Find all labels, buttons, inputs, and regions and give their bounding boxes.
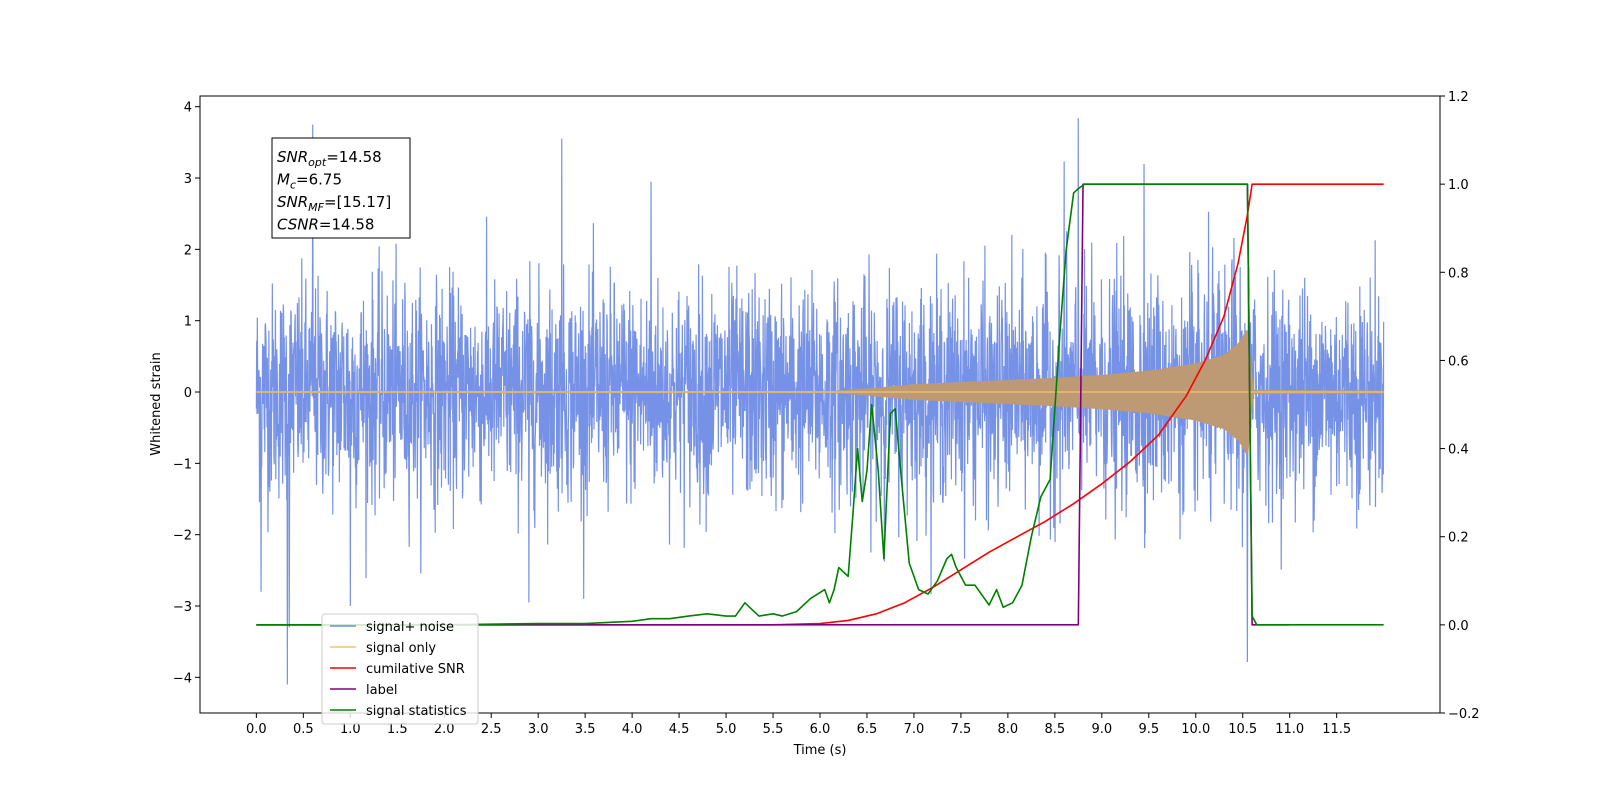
x-tick-label: 0.0 bbox=[246, 722, 267, 737]
legend-label: signal statistics bbox=[366, 704, 467, 719]
y-tick-label: −1 bbox=[173, 457, 192, 472]
y2-tick-label: 0.2 bbox=[1448, 531, 1469, 546]
y2-tick-label: 0.6 bbox=[1448, 354, 1469, 369]
x-tick-label: 5.5 bbox=[763, 722, 784, 737]
x-tick-label: 3.0 bbox=[528, 722, 549, 737]
x-tick-label: 8.5 bbox=[1045, 722, 1066, 737]
y-axis-label: Whitened strain bbox=[149, 352, 164, 455]
annotation-frame bbox=[271, 137, 411, 239]
x-tick-label: 1.0 bbox=[340, 722, 361, 737]
x-tick-label: 4.5 bbox=[669, 722, 690, 737]
x-tick-label: 3.5 bbox=[575, 722, 596, 737]
y2-tick-label: 0.8 bbox=[1448, 266, 1469, 281]
y-tick-label: −2 bbox=[173, 529, 192, 544]
x-tick-label: 11.5 bbox=[1322, 722, 1351, 737]
y-tick-label: 3 bbox=[184, 172, 192, 187]
y2-tick-label: 1.0 bbox=[1448, 178, 1469, 193]
y2-tick-label: 1.2 bbox=[1448, 90, 1469, 105]
cumilative-snr-line bbox=[256, 183, 1384, 626]
x-tick-label: 11.0 bbox=[1275, 722, 1304, 737]
legend-label: signal+ noise bbox=[366, 620, 454, 635]
y2-tick-label: 0.4 bbox=[1448, 443, 1469, 458]
x-tick-label: 9.0 bbox=[1091, 722, 1112, 737]
y-tick-label: 0 bbox=[184, 386, 192, 401]
legend: signal+ noise signal only cumilative SNR la… bbox=[321, 613, 479, 725]
y-tick-label: 1 bbox=[184, 315, 192, 330]
annotation-line: Mc=6.75 bbox=[277, 171, 342, 192]
y-axis-left: −4 −3 −2 −1 0 1 2 3 4 bbox=[173, 101, 200, 686]
x-tick-label: 0.5 bbox=[293, 722, 314, 737]
x-tick-label: 9.5 bbox=[1138, 722, 1159, 737]
x-axis-label: Time (s) bbox=[793, 743, 847, 758]
plot-series-layer bbox=[255, 118, 1385, 685]
y2-tick-label: −0.2 bbox=[1448, 707, 1480, 722]
y-tick-label: −4 bbox=[173, 671, 192, 686]
legend-label: label bbox=[366, 683, 397, 698]
annotation-line: SNRopt=14.58 bbox=[277, 148, 382, 169]
x-tick-label: 7.5 bbox=[951, 722, 972, 737]
x-tick-label: 5.0 bbox=[716, 722, 737, 737]
x-tick-label: 2.5 bbox=[481, 722, 502, 737]
y-tick-label: 2 bbox=[184, 243, 192, 258]
legend-frame bbox=[321, 613, 479, 725]
legend-label: signal only bbox=[366, 641, 436, 656]
x-axis: 0.0 0.5 1.0 1.5 2.0 2.5 3.0 3.5 4.0 4.5 5.0 5.5 6.0 6… bbox=[246, 713, 1351, 737]
legend-label: cumilative SNR bbox=[366, 662, 465, 677]
y-axis-right: −0.2 0.0 0.2 0.4 0.6 0.8 1.0 1.2 bbox=[1440, 90, 1480, 722]
x-tick-label: 6.5 bbox=[857, 722, 878, 737]
y2-tick-label: 0.0 bbox=[1448, 619, 1469, 634]
x-tick-label: 7.0 bbox=[904, 722, 925, 737]
signal-noise-line bbox=[255, 118, 1385, 685]
annotation-line: CSNR=14.58 bbox=[277, 216, 374, 234]
y-tick-label: 4 bbox=[184, 101, 192, 116]
x-tick-label: 8.0 bbox=[998, 722, 1019, 737]
x-tick-label: 10.5 bbox=[1228, 722, 1257, 737]
x-tick-label: 4.0 bbox=[622, 722, 643, 737]
x-tick-label: 1.5 bbox=[387, 722, 408, 737]
x-tick-label: 2.0 bbox=[434, 722, 455, 737]
y-tick-label: −3 bbox=[173, 600, 192, 615]
signal-statistics-line bbox=[256, 183, 1384, 626]
x-tick-label: 6.0 bbox=[810, 722, 831, 737]
annotation-line: SNRMF=[15.17] bbox=[277, 193, 391, 214]
x-tick-label: 10.0 bbox=[1181, 722, 1210, 737]
